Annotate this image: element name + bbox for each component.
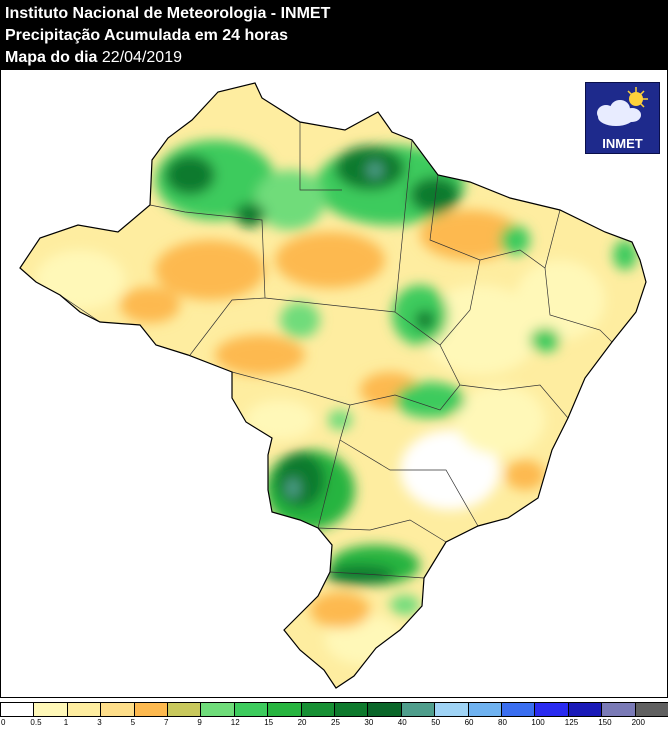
legend-tick-label: 25 xyxy=(331,718,340,727)
legend-tick-label: 0.5 xyxy=(30,718,42,727)
legend-swatch xyxy=(634,702,668,717)
sun-cloud-icon xyxy=(597,87,648,126)
legend-swatch xyxy=(100,702,135,717)
legend-swatch xyxy=(300,702,335,717)
inmet-logo: INMET xyxy=(585,82,660,154)
logo-text: INMET xyxy=(602,136,643,151)
legend-swatch xyxy=(501,702,536,717)
legend-swatch xyxy=(233,702,269,717)
map-header: Instituto Nacional de Meteorologia - INM… xyxy=(0,0,668,70)
legend-tick-label: 200 xyxy=(631,718,645,727)
legend-swatch xyxy=(467,702,502,717)
legend-swatch xyxy=(0,702,35,717)
legend-tick-label: 30 xyxy=(364,718,374,727)
precipitation-legend: 0 0.5 1 3 5 7 9 12 15 20 25 30 40 50 60 80 100 125 150 200 xyxy=(0,702,668,731)
legend-tick-label: 9 xyxy=(197,718,202,727)
legend-swatch xyxy=(567,702,603,717)
legend-tick-label: 100 xyxy=(531,718,545,727)
legend-tick-label: 80 xyxy=(498,718,507,727)
legend-tick-label: 125 xyxy=(564,718,579,727)
legend-swatch xyxy=(367,702,402,717)
legend-swatch xyxy=(334,702,369,717)
legend-tick-label: 60 xyxy=(464,718,474,727)
legend-swatch xyxy=(601,702,636,717)
legend-tick-label: 15 xyxy=(264,718,274,727)
legend-swatch xyxy=(434,702,469,717)
state-borders xyxy=(59,122,613,579)
legend-tick-label: 12 xyxy=(230,718,240,727)
map-date: 22/04/2019 xyxy=(101,49,182,66)
legend-swatch xyxy=(200,702,235,717)
precipitation-map xyxy=(19,82,647,689)
legend-swatch xyxy=(66,702,102,717)
legend-swatch xyxy=(267,702,302,717)
legend-tick-label: 3 xyxy=(97,718,102,727)
rainfall-fields xyxy=(20,83,646,688)
map-subtitle: Precipitação Acumulada em 24 horas xyxy=(5,27,289,44)
legend-tick-label: 0 xyxy=(1,718,6,727)
legend-swatch xyxy=(167,702,202,717)
legend-tick-label: 1 xyxy=(63,718,69,727)
legend-swatch xyxy=(400,702,436,717)
institute-title: Instituto Nacional de Meteorologia - INM… xyxy=(5,5,331,22)
legend-tick-label: 50 xyxy=(431,718,441,727)
legend-tick-label: 7 xyxy=(164,718,169,727)
legend-swatch xyxy=(133,702,168,717)
legend-tick-label: 20 xyxy=(297,718,307,727)
legend-tick-label: 5 xyxy=(130,718,136,727)
legend-tick-label: 150 xyxy=(598,718,612,727)
legend-swatch xyxy=(33,702,68,717)
map-day-label: Mapa do dia xyxy=(5,49,98,66)
map-date-line: Mapa do dia 22/04/2019 xyxy=(5,48,182,68)
legend-swatch xyxy=(534,702,569,717)
legend-tick-label: 40 xyxy=(397,718,407,727)
